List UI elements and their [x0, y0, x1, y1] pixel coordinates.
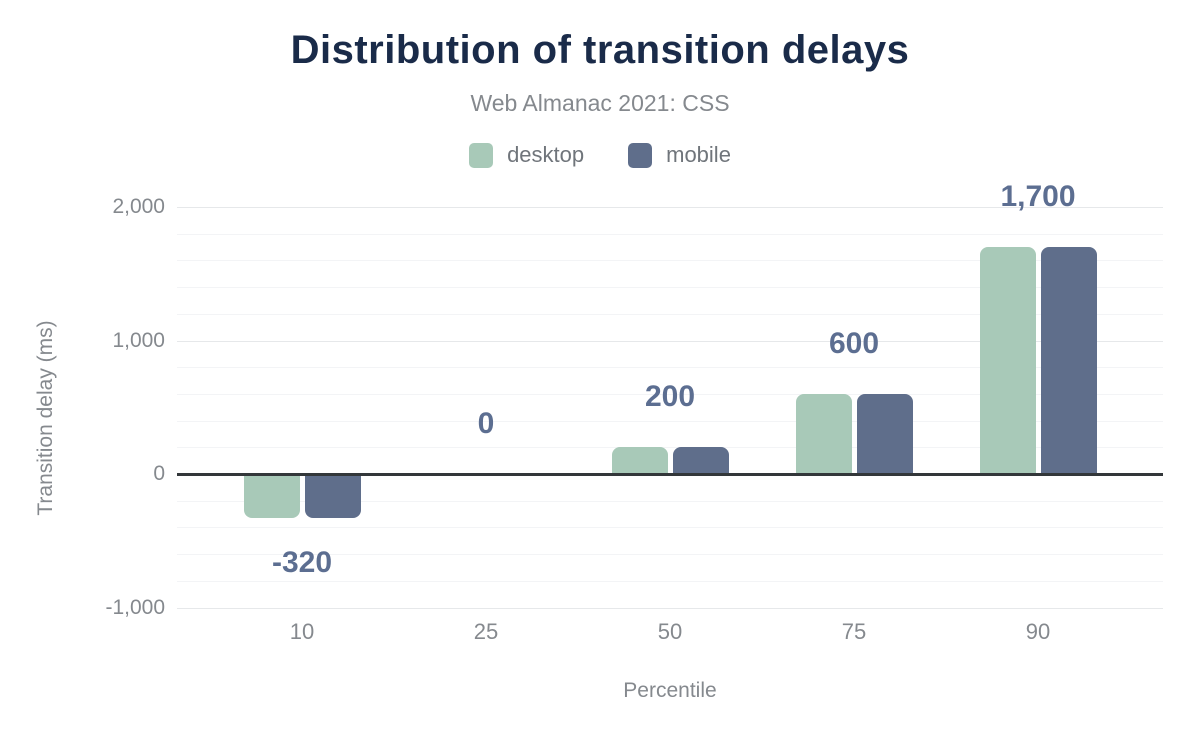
gridline-600: [177, 393, 1163, 395]
x-axis-zero-line: [177, 472, 1163, 476]
y-tick--1000: -1,000: [105, 595, 165, 619]
gridline--800: [177, 580, 1163, 582]
gridline-1800: [177, 233, 1163, 235]
legend-swatch-mobile-icon: [628, 142, 653, 168]
bar-mobile-p75[interactable]: [856, 393, 913, 474]
gridline-1400: [177, 287, 1163, 289]
x-axis-title: Percentile: [623, 679, 717, 702]
legend: desktop mobile: [0, 142, 1200, 168]
value-label-p50: 200: [644, 380, 696, 414]
chart-title: Distribution of transition delays: [290, 28, 910, 72]
x-tick-25: 25: [473, 619, 499, 644]
chart-subtitle: Web Almanac 2021: CSS: [470, 90, 730, 116]
gridline-200: [177, 447, 1163, 449]
bar-desktop-p90[interactable]: [979, 247, 1036, 474]
legend-item-desktop: desktop: [469, 142, 584, 168]
legend-label-desktop: desktop: [507, 142, 585, 167]
legend-item-mobile: mobile: [628, 142, 731, 168]
value-label-p25: 0: [477, 407, 495, 440]
gridline--400: [177, 527, 1163, 529]
y-tick-2000: 2,000: [112, 195, 165, 218]
value-label-p75: 600: [828, 326, 880, 360]
x-tick-10: 10: [289, 619, 315, 644]
gridline-400: [177, 420, 1163, 422]
bar-mobile-p10[interactable]: [304, 475, 361, 518]
bar-mobile-p90[interactable]: [1040, 247, 1097, 474]
gridline-1600: [177, 260, 1163, 262]
bar-desktop-p75[interactable]: [795, 393, 852, 474]
legend-swatch-desktop-icon: [469, 142, 494, 168]
value-label-p90: 1,700: [1000, 180, 1076, 214]
gridline--600: [177, 554, 1163, 556]
gridline--200: [177, 500, 1163, 502]
gridline-1200: [177, 313, 1163, 315]
bar-mobile-p50[interactable]: [672, 447, 729, 474]
bar-desktop-p10[interactable]: [243, 475, 300, 518]
x-tick-50: 50: [657, 619, 683, 644]
x-tick-75: 75: [841, 619, 867, 644]
gridline-800: [177, 367, 1163, 369]
bar-desktop-p50[interactable]: [611, 447, 668, 474]
gridline--1000: [177, 607, 1163, 609]
y-tick-1000: 1,000: [112, 328, 165, 352]
gridline-1000: [177, 340, 1163, 342]
value-label-p10: -320: [271, 545, 333, 579]
x-tick-90: 90: [1025, 619, 1051, 644]
y-tick-0: 0: [153, 462, 165, 485]
legend-label-mobile: mobile: [666, 142, 731, 167]
gridline-2000: [177, 207, 1163, 208]
